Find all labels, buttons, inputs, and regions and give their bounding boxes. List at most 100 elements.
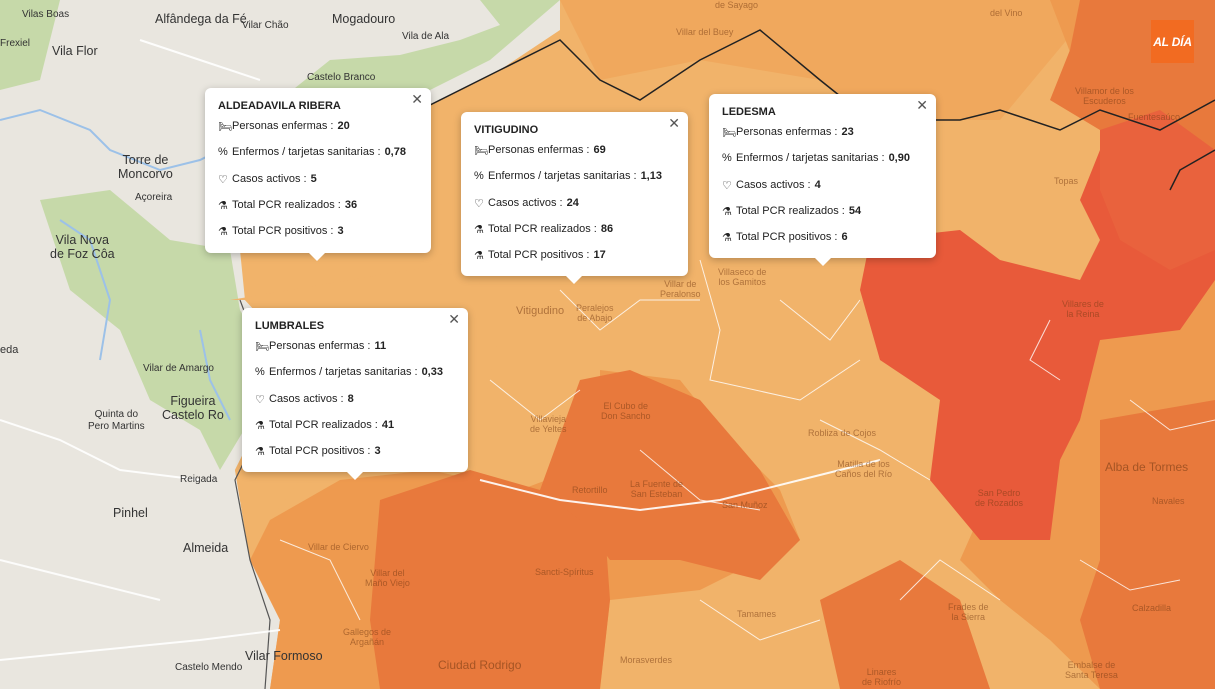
percent-icon: %	[218, 146, 228, 159]
heartbeat-icon: ♡	[722, 179, 732, 192]
place-vilar-de-amargo: Vilar de Amargo	[143, 363, 214, 374]
place-villar-peralonso: Villar de Peralonso	[660, 279, 701, 300]
stat-pcr-pos: ⚗ Total PCR positivos :6	[722, 231, 848, 245]
stat-personas: 🛏 Personas enfermas :11	[255, 340, 387, 353]
place-frexiel: Frexiel	[0, 38, 31, 49]
stat-personas: 🛏 Personas enfermas :69	[474, 144, 606, 157]
stat-pcr-pos: ⚗ Total PCR positivos :3	[255, 445, 381, 459]
popup-tip	[815, 258, 831, 266]
close-icon[interactable]: ✕	[916, 97, 928, 113]
stat-pcr-total: ⚗ Total PCR realizados :36	[218, 198, 358, 212]
bed-icon: 🛏	[255, 341, 269, 353]
place-peralejos: Peralejos de Abajo	[576, 303, 614, 324]
place-del-vino: del Vino	[990, 8, 1023, 18]
flask-icon: ⚗	[474, 250, 484, 263]
stat-casos: ♡ Casos activos :24	[474, 196, 579, 210]
place-almeida: Almeida	[183, 541, 229, 555]
place-ciudad-rodrigo: Ciudad Rodrigo	[438, 658, 522, 672]
place-eda: eda	[0, 344, 19, 356]
stat-pcr-pos: ⚗ Total PCR positivos :3	[218, 225, 344, 239]
place-villamor: Villamor de los Escuderos	[1075, 86, 1134, 107]
place-villar-de-ciervo: Villar de Ciervo	[308, 542, 369, 552]
bed-icon: 🛏	[218, 121, 232, 133]
stat-casos: ♡ Casos activos :4	[722, 178, 821, 192]
place-reigada: Reigada	[180, 474, 218, 485]
popup-tip	[309, 253, 325, 261]
close-icon[interactable]: ✕	[448, 311, 460, 327]
place-fuentesauco: Fuentesaúco	[1128, 112, 1181, 122]
place-calzadilla: Calzadilla	[1132, 603, 1172, 613]
place-tamames: Tamames	[737, 609, 777, 619]
popup-aldeadavila[interactable]: ✕ ALDEADAVILA RIBERA 🛏 Personas enfermas …	[205, 88, 431, 261]
place-frades: Frades de la Sierra	[948, 602, 989, 623]
place-villar-del-buey: Villar del Buey	[676, 27, 734, 37]
stat-pcr-total: ⚗ Total PCR realizados :41	[255, 418, 395, 432]
place-retortillo: Retortillo	[572, 485, 608, 495]
popup-title: LEDESMA	[722, 106, 776, 118]
place-vilar-chao: Vilar Chão	[242, 20, 289, 31]
popup-ledesma[interactable]: ✕ LEDESMA 🛏 Personas enfermas :23 % Enferm…	[709, 94, 936, 266]
place-villares: Villares de la Reina	[1062, 299, 1104, 320]
stat-personas: 🛏 Personas enfermas :20	[218, 120, 350, 133]
stat-pcr-pos: ⚗ Total PCR positivos :17	[474, 249, 606, 263]
place-villavieja: Villavieja de Yeltes	[530, 414, 567, 435]
place-torre-de-moncorvo: Torre de Moncorvo	[118, 153, 173, 182]
stat-personas: 🛏 Personas enfermas :23	[722, 126, 854, 139]
place-castelo-mendo: Castelo Mendo	[175, 662, 243, 673]
place-topas: Topas	[1054, 176, 1079, 186]
popup-vitigudino[interactable]: ✕ VITIGUDINO 🛏 Personas enfermas :69 % Enf…	[461, 112, 688, 284]
stat-casos: ♡ Casos activos :5	[218, 172, 317, 186]
percent-icon: %	[722, 152, 732, 165]
heartbeat-icon: ♡	[218, 173, 228, 186]
place-sancti-spiritus: Sancti-Spíritus	[535, 567, 594, 577]
popup-tip	[347, 472, 363, 480]
place-vilas-boas: Vilas Boas	[22, 9, 70, 20]
flask-icon: ⚗	[218, 226, 228, 239]
stat-enfermos: % Enfermos / tarjetas sanitarias :0,90	[722, 152, 910, 165]
stat-enfermos: % Enfermos / tarjetas sanitarias :0,78	[218, 146, 406, 159]
heartbeat-icon: ♡	[255, 393, 265, 406]
stat-enfermos: % Enfermos / tarjetas sanitarias :1,13	[474, 170, 662, 183]
flask-icon: ⚗	[722, 205, 732, 218]
popup-title: LUMBRALES	[255, 320, 325, 332]
place-san-munoz: San Muñoz	[722, 500, 768, 510]
flask-icon: ⚗	[218, 199, 228, 212]
place-villaseco: Villaseco de los Gamitos	[718, 267, 767, 288]
place-vitigudino-town: Vitigudino	[516, 305, 565, 317]
flask-icon: ⚗	[474, 223, 484, 236]
heartbeat-icon: ♡	[474, 197, 484, 210]
place-matilla: Matilla de los Caños del Río	[835, 459, 893, 480]
popup-title: ALDEADAVILA RIBERA	[218, 100, 341, 112]
popup-lumbrales[interactable]: ✕ LUMBRALES 🛏 Personas enfermas :11 % Enfe…	[242, 308, 468, 480]
place-pinhel: Pinhel	[113, 506, 148, 520]
place-linares: Linares de Riofrío	[862, 667, 902, 688]
place-san-pedro: San Pedro de Rozados	[975, 488, 1024, 509]
place-navales: Navales	[1152, 496, 1185, 506]
flask-icon: ⚗	[255, 419, 265, 432]
al-dia-logo[interactable]: AL DÍA	[1151, 20, 1194, 63]
stat-pcr-total: ⚗ Total PCR realizados :86	[474, 222, 614, 236]
place-vila-de-ala: Vila de Ala	[402, 31, 450, 42]
place-embalse: Embalse de Santa Teresa	[1065, 660, 1118, 681]
place-el-cubo: El Cubo de Don Sancho	[601, 401, 651, 422]
percent-icon: %	[255, 366, 265, 379]
percent-icon: %	[474, 170, 484, 183]
place-acoreira: Açoreira	[135, 192, 173, 203]
close-icon[interactable]: ✕	[411, 91, 423, 107]
place-castelo-branco: Castelo Branco	[307, 72, 376, 83]
place-villar-del-ciervo2: Villar del Maño Viejo	[365, 568, 410, 589]
close-icon[interactable]: ✕	[668, 115, 680, 131]
place-alba: Alba de Tormes	[1105, 460, 1189, 474]
flask-icon: ⚗	[722, 232, 732, 245]
popup-tip	[566, 276, 582, 284]
place-gallegos: Gallegos de Argañán	[343, 627, 392, 648]
stat-pcr-total: ⚗ Total PCR realizados :54	[722, 204, 862, 218]
place-vila-nova: Vila Nova de Foz Côa	[50, 233, 115, 262]
popup-title: VITIGUDINO	[474, 124, 539, 136]
flask-icon: ⚗	[255, 446, 265, 459]
place-figueira: Figueira Castelo Ro	[162, 394, 224, 423]
bed-icon: 🛏	[722, 127, 736, 139]
stat-enfermos: % Enfermos / tarjetas sanitarias :0,33	[255, 366, 443, 379]
place-robliza: Robliza de Cojos	[808, 428, 877, 438]
